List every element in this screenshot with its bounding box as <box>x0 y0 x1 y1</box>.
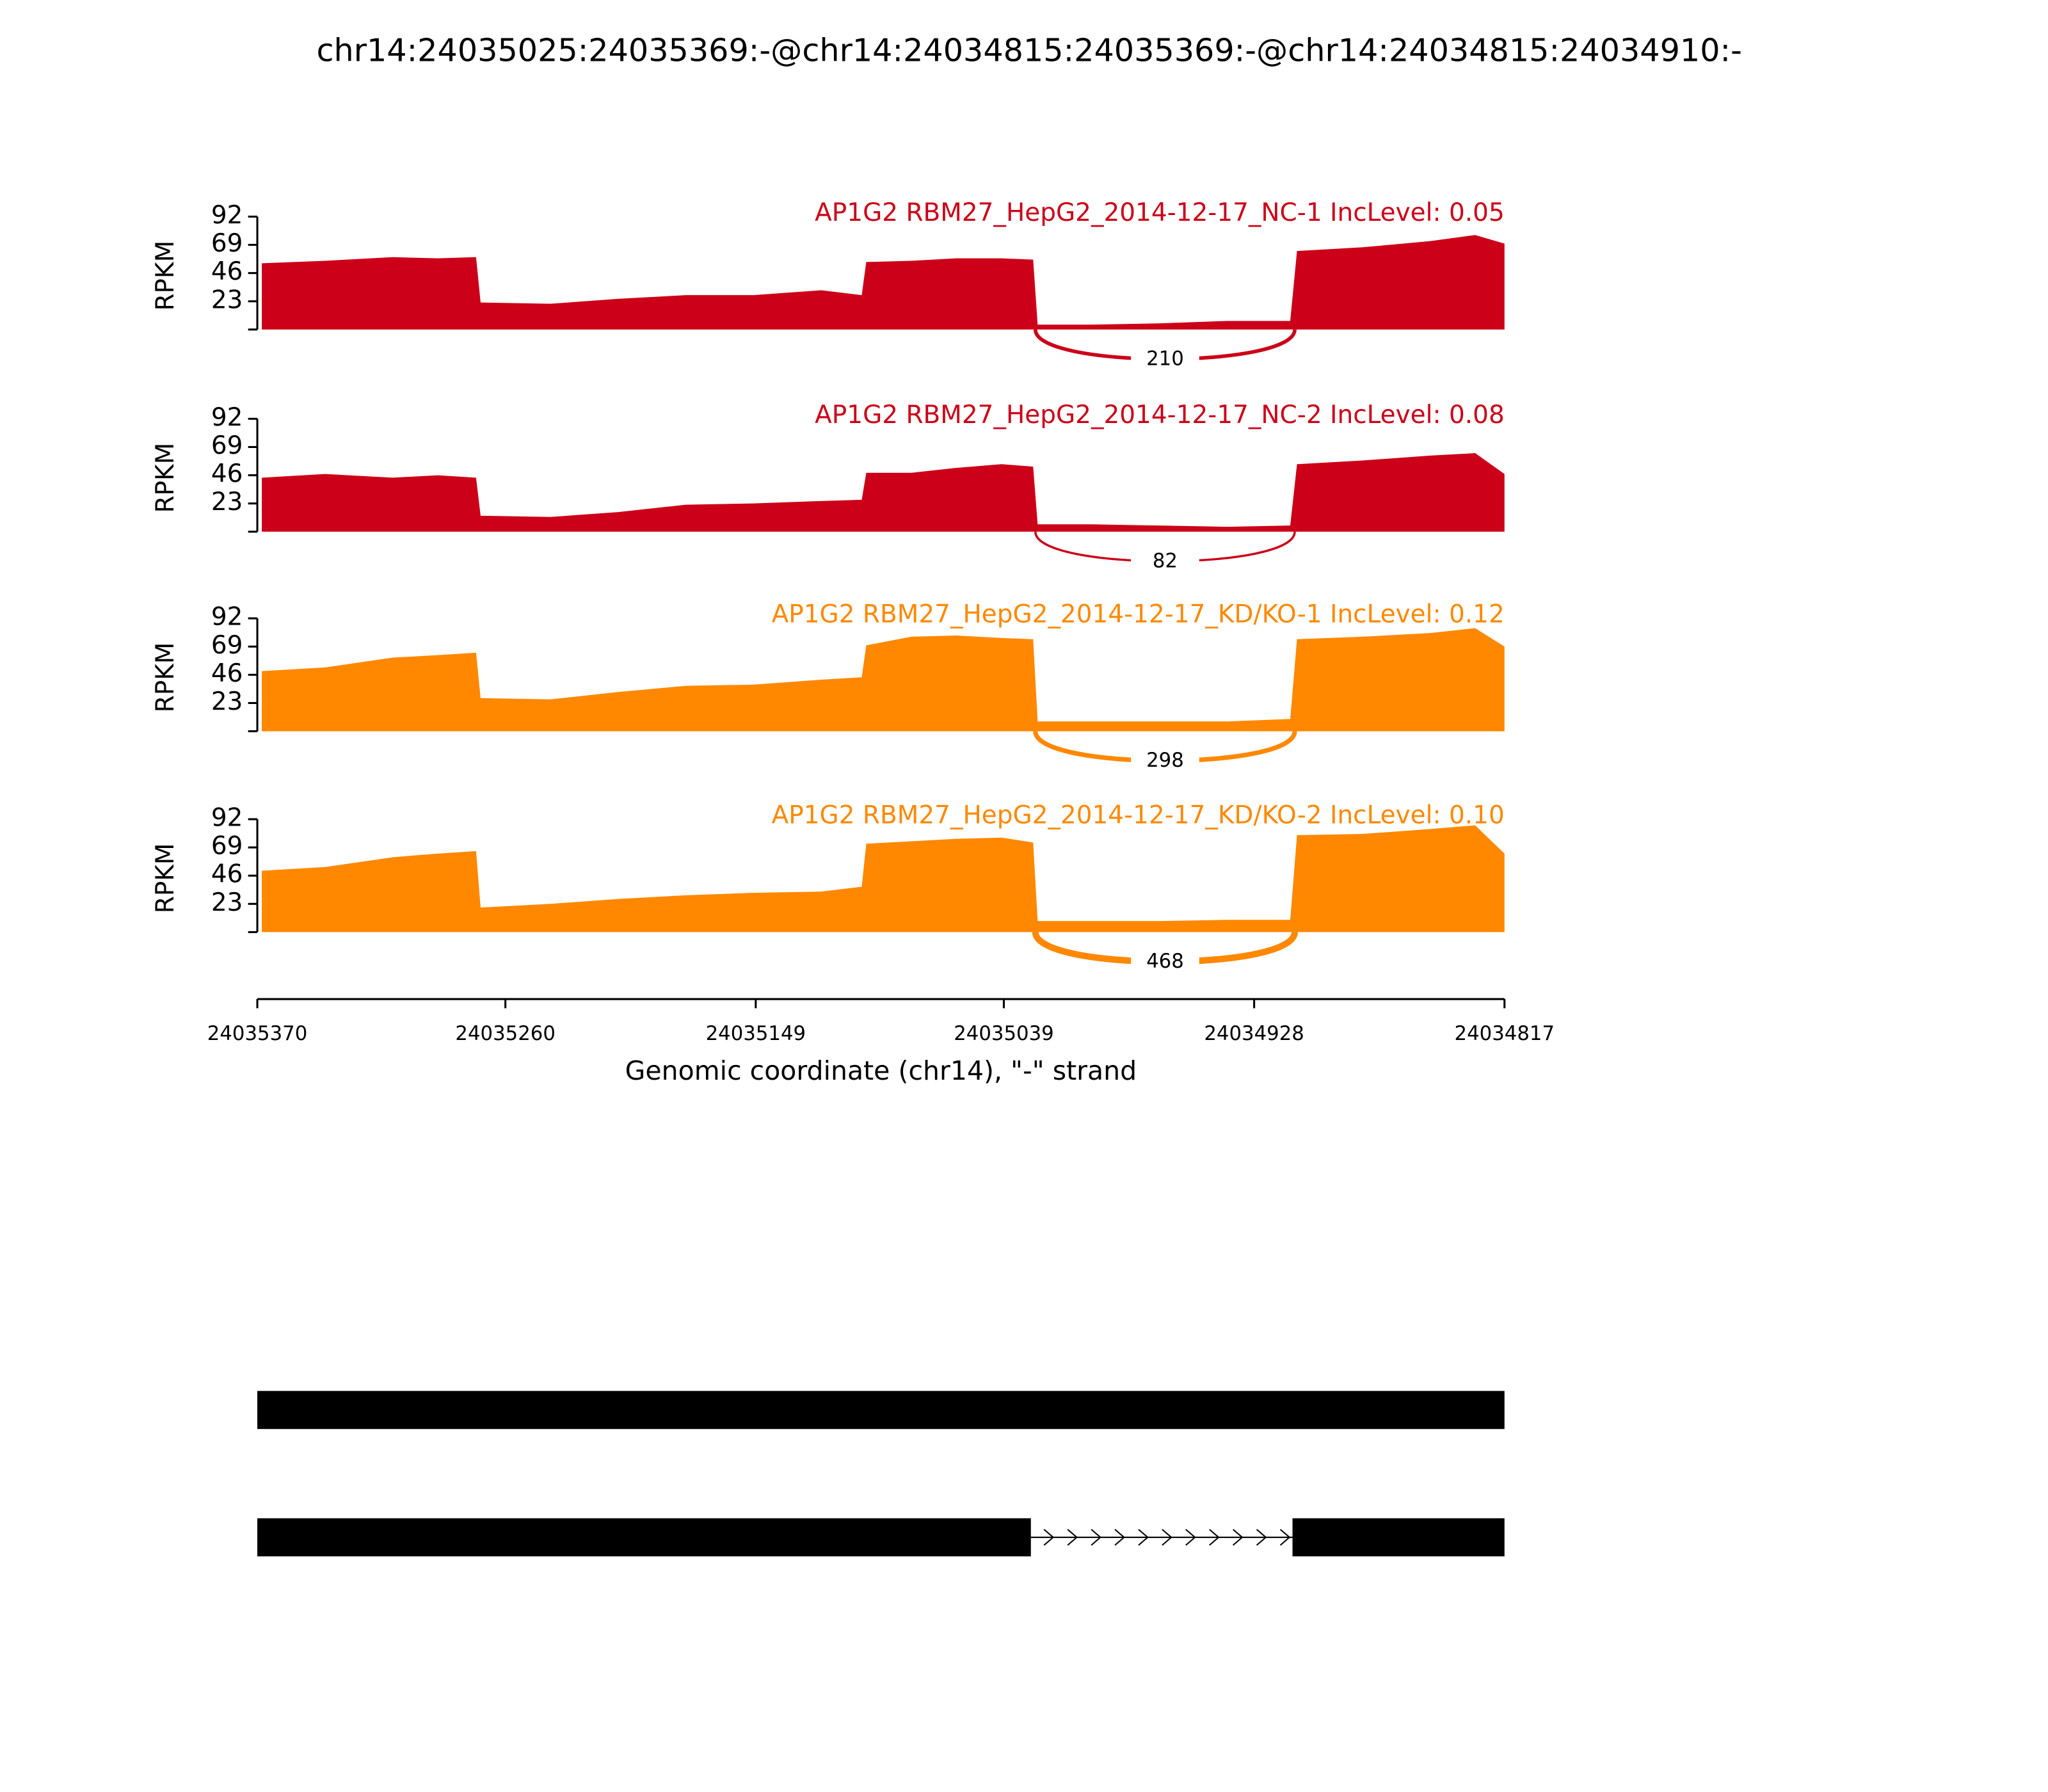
exon <box>1292 1518 1505 1556</box>
y-tick-label: 23 <box>211 888 243 917</box>
y-tick-label: 92 <box>211 403 243 432</box>
y-axis-label: RPKM <box>151 241 180 311</box>
y-tick-label: 23 <box>211 488 243 516</box>
x-tick-label: 24035039 <box>954 1022 1054 1045</box>
y-axis-label: RPKM <box>151 643 180 713</box>
junction-label: 298 <box>1146 749 1184 772</box>
junction-label: 82 <box>1153 549 1178 572</box>
coverage-area <box>262 825 1505 932</box>
strand-chevron <box>1279 1528 1291 1546</box>
x-axis-label: Genomic coordinate (chr14), "-" strand <box>625 1055 1137 1086</box>
panel-title: AP1G2 RBM27_HepG2_2014-12-17_KD/KO-1 Inc… <box>772 600 1505 629</box>
y-tick-label: 69 <box>211 431 243 460</box>
y-axis-label: RPKM <box>151 443 180 513</box>
y-tick-label: 92 <box>211 201 243 230</box>
figure-title: chr14:24035025:24035369:-@chr14:24034815… <box>316 32 1741 69</box>
panel-title: AP1G2 RBM27_HepG2_2014-12-17_NC-1 IncLev… <box>815 198 1505 227</box>
x-tick-label: 24035260 <box>455 1022 556 1045</box>
y-tick-label: 46 <box>211 257 243 286</box>
strand-chevron <box>1185 1528 1196 1546</box>
junction-label: 468 <box>1146 950 1184 973</box>
y-tick-label: 23 <box>211 285 243 314</box>
strand-chevron <box>1209 1528 1220 1546</box>
strand-chevron <box>1256 1528 1267 1546</box>
y-tick-label: 69 <box>211 631 243 660</box>
panel-title: AP1G2 RBM27_HepG2_2014-12-17_KD/KO-2 Inc… <box>772 801 1505 829</box>
exon <box>257 1391 1505 1429</box>
coverage-area <box>262 453 1505 532</box>
x-tick-label: 24035149 <box>706 1022 806 1045</box>
exon <box>257 1518 1031 1556</box>
y-tick-label: 46 <box>211 659 243 688</box>
coverage-area <box>262 628 1505 732</box>
strand-chevron <box>1067 1528 1078 1546</box>
junction-label-bg <box>1131 749 1199 772</box>
y-tick-label: 46 <box>211 460 243 488</box>
strand-chevron <box>1091 1528 1102 1546</box>
coverage-area <box>262 235 1505 330</box>
x-tick-label: 24035370 <box>207 1022 308 1045</box>
strand-chevron <box>1114 1528 1125 1546</box>
junction-label-bg <box>1131 950 1199 973</box>
y-tick-label: 92 <box>211 603 243 632</box>
y-tick-label: 46 <box>211 860 243 889</box>
y-tick-label: 92 <box>211 804 243 833</box>
strand-chevron <box>1138 1528 1149 1546</box>
x-tick-label: 24034928 <box>1204 1022 1304 1045</box>
x-tick-label: 24034817 <box>1455 1022 1555 1045</box>
y-axis-label: RPKM <box>151 843 180 913</box>
y-tick-label: 23 <box>211 687 243 716</box>
junction-label: 210 <box>1146 348 1184 371</box>
junction-label-bg <box>1131 348 1199 371</box>
panel-title: AP1G2 RBM27_HepG2_2014-12-17_NC-2 IncLev… <box>815 401 1505 429</box>
strand-chevron <box>1232 1528 1244 1546</box>
strand-chevron <box>1043 1528 1055 1546</box>
y-tick-label: 69 <box>211 229 243 258</box>
junction-label-bg <box>1131 550 1199 573</box>
y-tick-label: 69 <box>211 832 243 861</box>
strand-chevron <box>1162 1528 1172 1546</box>
